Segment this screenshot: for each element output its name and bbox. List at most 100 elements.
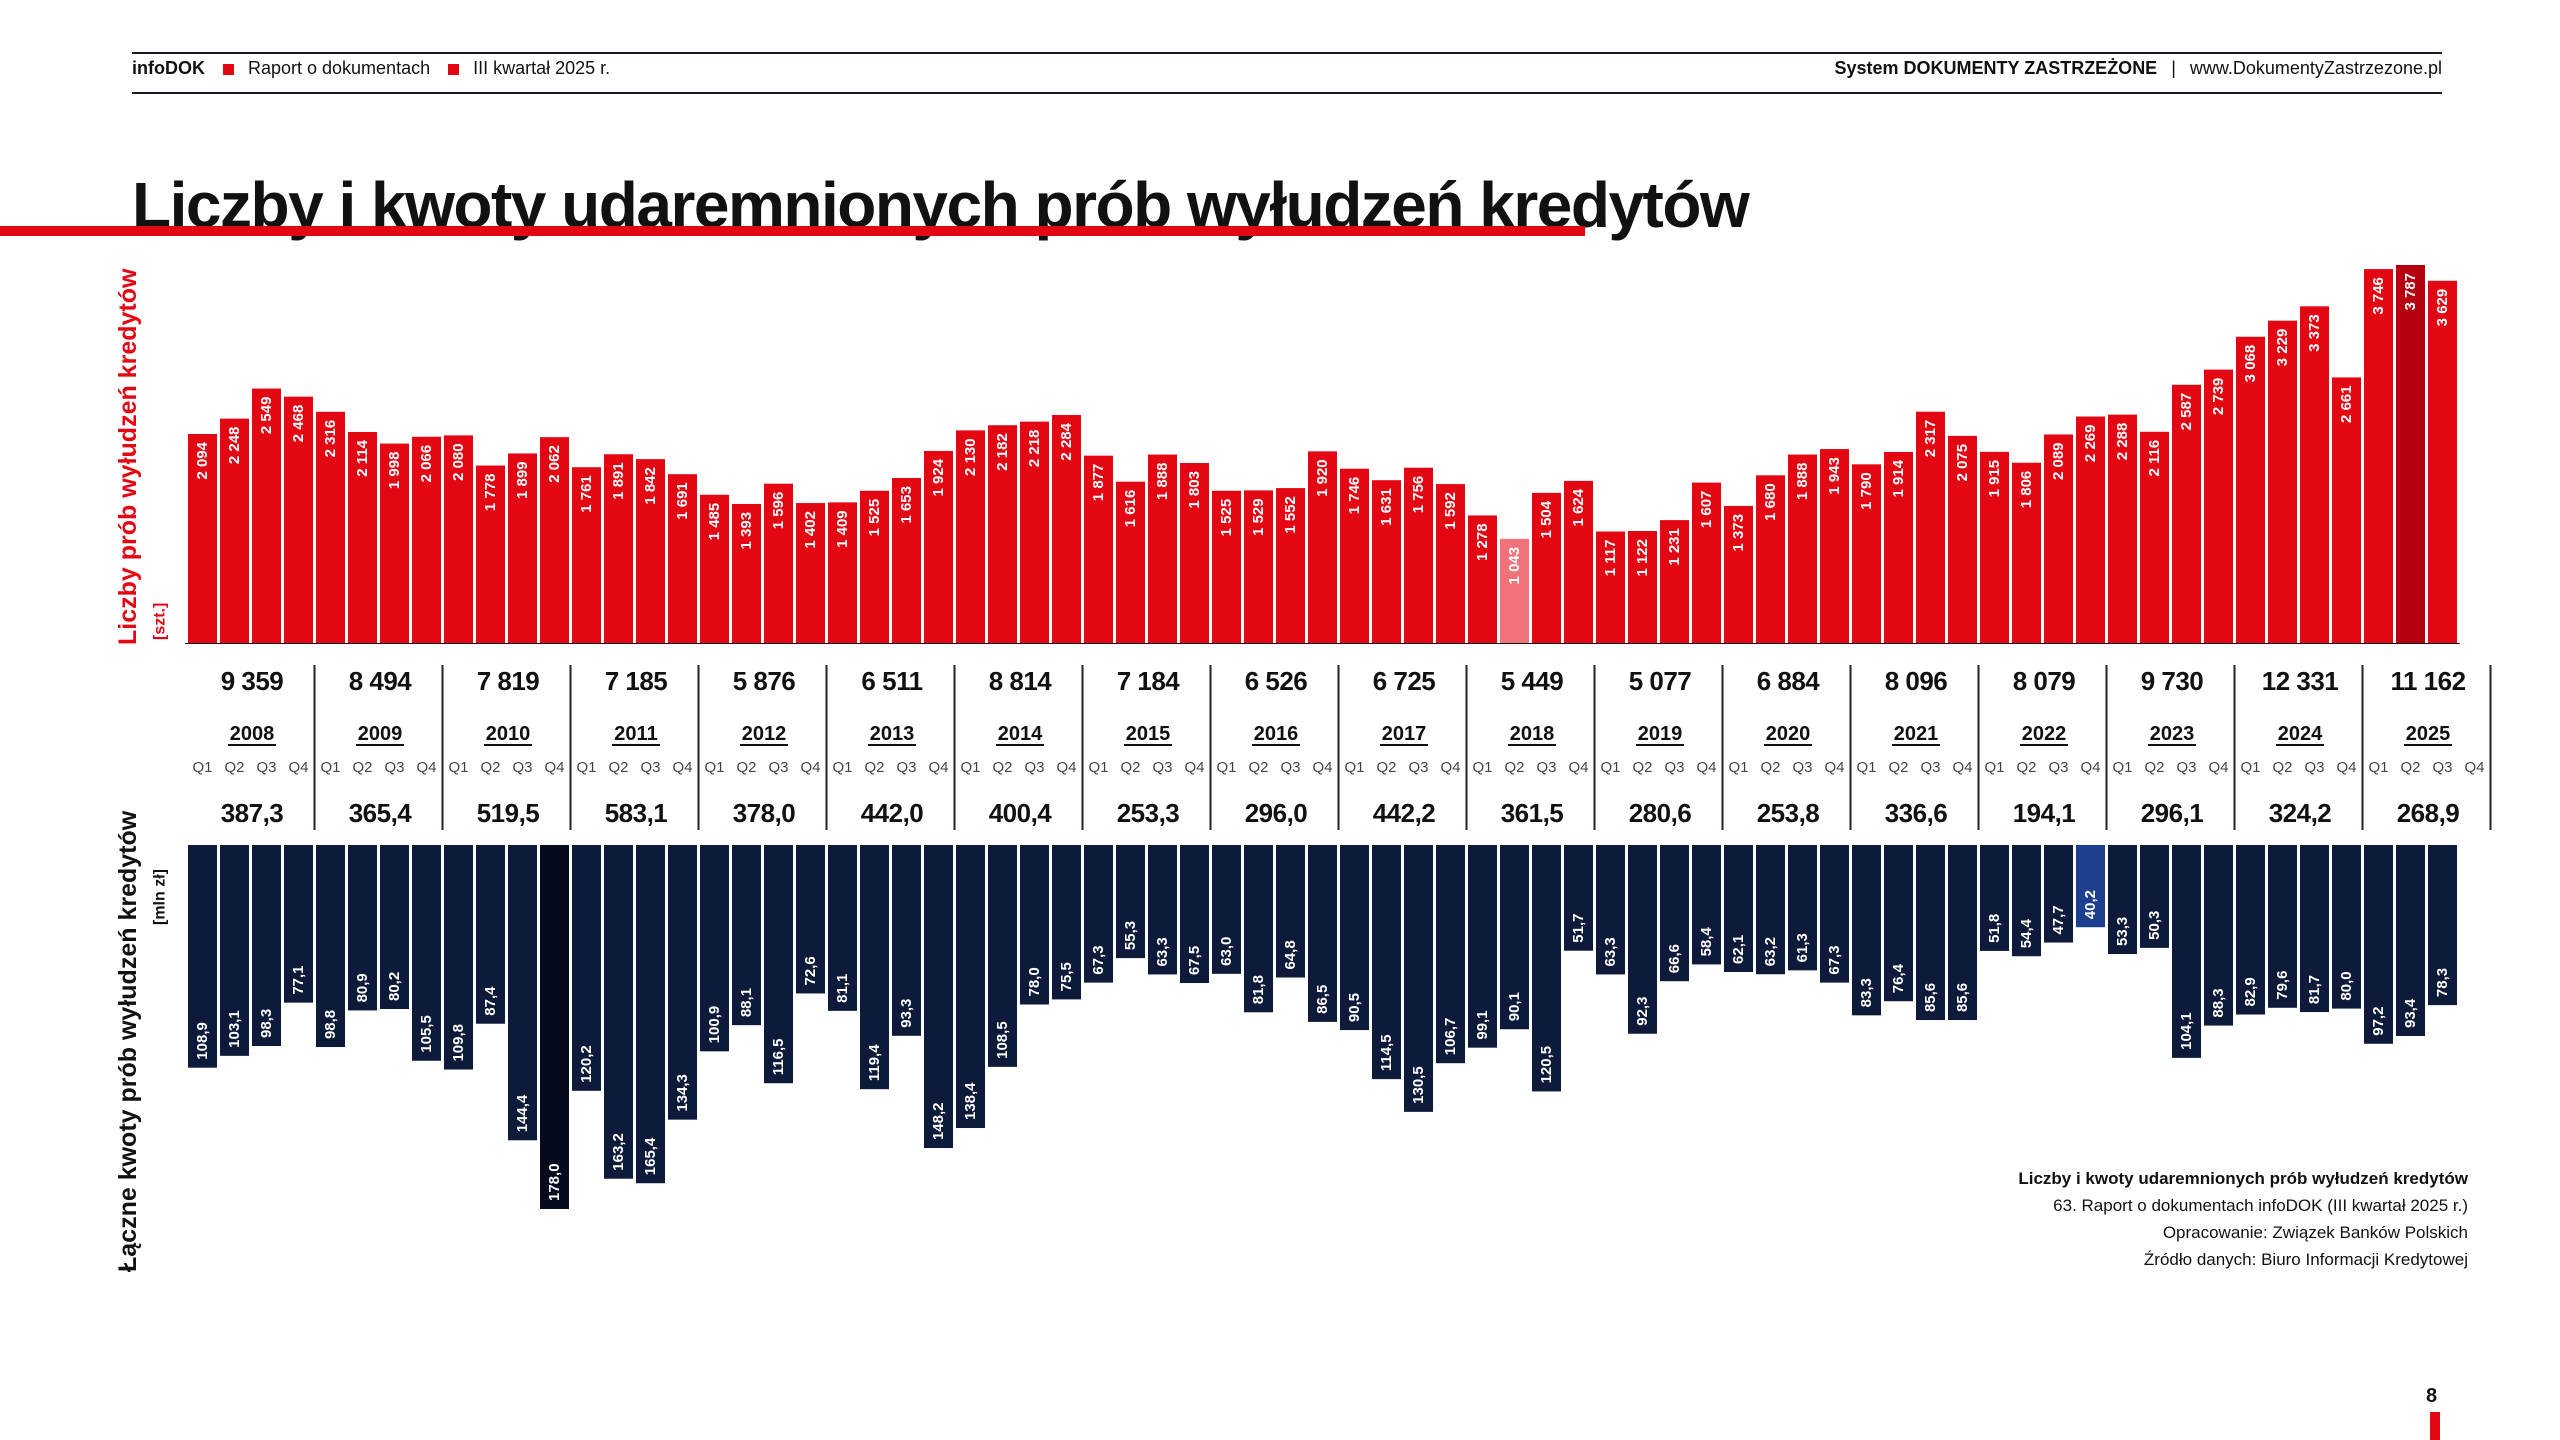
amount-bar	[1660, 845, 1689, 982]
year-amount-total: 296,1	[2141, 798, 2204, 828]
count-data-label: 2 284	[1058, 422, 1075, 460]
header-right: System DOKUMENTY ZASTRZEŻONE | www.Dokumen…	[1834, 58, 2442, 79]
amount-data-label: 80,0	[2338, 971, 2355, 1000]
amount-bar	[1980, 845, 2009, 951]
year-label: 2024	[2278, 723, 2323, 745]
page-number: 8	[2426, 1385, 2438, 1407]
count-bar	[2300, 306, 2329, 643]
count-data-label: 1 231	[1666, 528, 1683, 566]
count-data-label: 1 888	[1154, 463, 1171, 501]
source-line-1: 63. Raport o dokumentach infoDOK (III kw…	[2053, 1196, 2468, 1215]
amount-data-label: 90,5	[1346, 993, 1363, 1022]
amount-bar	[1308, 845, 1337, 1022]
count-bar	[1532, 492, 1561, 643]
quarter-label: Q1	[320, 759, 340, 776]
amount-bar	[572, 845, 601, 1091]
year-count-total: 7 185	[605, 666, 668, 696]
amount-bar	[1788, 845, 1817, 971]
count-data-label: 1 998	[386, 452, 403, 490]
count-bar	[636, 459, 665, 643]
quarter-label: Q4	[1824, 759, 1844, 776]
amount-bar	[444, 845, 473, 1070]
count-data-label: 1 680	[1762, 483, 1779, 521]
count-bar	[2076, 416, 2105, 643]
amount-bar	[1756, 845, 1785, 975]
count-unit-label: [szt.]	[152, 603, 169, 640]
amount-bar	[2140, 845, 2169, 948]
quarter-label: Q4	[928, 759, 948, 776]
quarter-label: Q2	[1120, 759, 1140, 776]
quarter-label: Q1	[1088, 759, 1108, 776]
count-bar	[796, 503, 825, 643]
year-label: 2020	[1766, 723, 1811, 745]
header-report: Raport o dokumentach	[247, 58, 431, 78]
count-bar	[1180, 463, 1209, 643]
count-bar	[2012, 462, 2041, 643]
count-bar	[572, 467, 601, 643]
amount-data-label: 81,7	[2306, 975, 2323, 1004]
count-data-label: 1 525	[1218, 499, 1235, 537]
count-data-label: 1 616	[1122, 490, 1139, 528]
year-amount-total: 365,4	[349, 798, 413, 828]
count-data-label: 3 629	[2434, 289, 2451, 327]
count-data-label: 1 624	[1570, 488, 1587, 526]
amount-bar	[1820, 845, 1849, 983]
amount-bar	[1404, 845, 1433, 1112]
amount-bar	[1884, 845, 1913, 1002]
amount-data-label: 78,0	[1026, 967, 1043, 996]
count-bar	[380, 443, 409, 643]
amount-data-label: 85,6	[1922, 983, 1939, 1012]
amount-data-label: 98,8	[322, 1010, 339, 1039]
amount-data-label: 144,4	[514, 1094, 531, 1132]
count-data-label: 1 653	[898, 486, 915, 524]
count-data-label: 2 269	[2082, 425, 2099, 463]
amount-bar	[1372, 845, 1401, 1080]
count-bar	[892, 478, 921, 643]
year-label: 2008	[230, 723, 275, 745]
quarter-label: Q3	[256, 759, 276, 776]
count-data-label: 3 229	[2274, 329, 2291, 367]
year-label: 2025	[2406, 723, 2451, 745]
amount-bar	[2204, 845, 2233, 1026]
count-data-label: 1 803	[1186, 471, 1203, 509]
quarter-label: Q2	[1760, 759, 1780, 776]
year-count-total: 5 876	[733, 666, 796, 696]
quarter-label: Q1	[1728, 759, 1748, 776]
year-label: 2021	[1894, 723, 1939, 745]
amount-bar	[348, 845, 377, 1011]
count-bar	[1884, 451, 1913, 643]
year-amount-total: 442,0	[861, 798, 924, 828]
count-bar	[508, 453, 537, 643]
count-bar	[1084, 455, 1113, 643]
amount-data-label: 98,3	[258, 1009, 275, 1038]
count-bar	[2172, 384, 2201, 643]
year-count-total: 9 359	[221, 666, 284, 696]
amount-bar	[2300, 845, 2329, 1013]
quarter-label: Q1	[2368, 759, 2388, 776]
page-number-bar	[2430, 1412, 2440, 1440]
count-bar	[1244, 490, 1273, 643]
count-bar	[1500, 538, 1529, 643]
count-bar	[1564, 480, 1593, 643]
count-bar	[316, 411, 345, 643]
count-data-label: 2 130	[962, 438, 979, 476]
quarter-label: Q4	[2336, 759, 2356, 776]
amount-bar	[732, 845, 761, 1026]
quarter-label: Q2	[1248, 759, 1268, 776]
year-label: 2023	[2150, 723, 2195, 745]
amount-data-label: 103,1	[226, 1010, 243, 1048]
amount-bar	[764, 845, 793, 1084]
header-url[interactable]: www.DokumentyZastrzezone.pl	[2189, 58, 2442, 78]
year-label: 2014	[998, 723, 1043, 745]
quarter-label: Q2	[1504, 759, 1524, 776]
count-data-label: 2 739	[2210, 378, 2227, 416]
quarter-label: Q3	[1408, 759, 1428, 776]
amount-data-label: 163,2	[610, 1133, 627, 1171]
count-data-label: 3 787	[2402, 273, 2419, 311]
amount-data-label: 80,9	[354, 973, 371, 1002]
count-data-label: 2 062	[546, 445, 563, 483]
quarter-label: Q1	[1216, 759, 1236, 776]
count-bar	[1340, 468, 1369, 643]
quarter-label: Q1	[1344, 759, 1364, 776]
amount-data-label: 67,5	[1186, 946, 1203, 975]
